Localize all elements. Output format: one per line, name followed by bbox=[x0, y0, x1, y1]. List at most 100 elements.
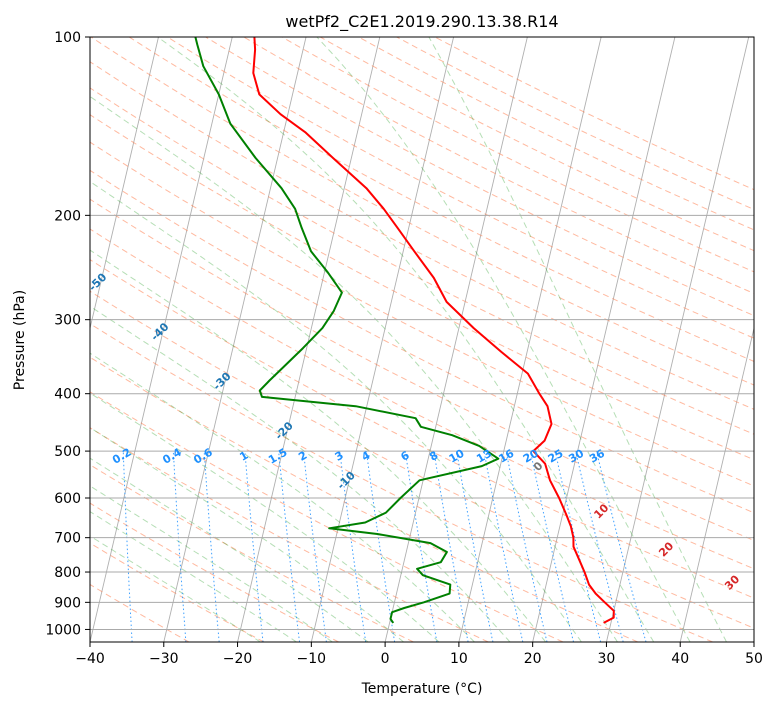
dry-adiabat-line bbox=[90, 37, 754, 386]
x-tick-label: −20 bbox=[223, 651, 253, 667]
y-tick-label: 800 bbox=[54, 565, 81, 581]
background-lines bbox=[0, 37, 754, 642]
dry-adiabat-line bbox=[90, 391, 564, 642]
isotherm-line bbox=[163, 37, 307, 642]
dry-adiabat-line bbox=[90, 356, 639, 642]
y-tick-label: 700 bbox=[54, 531, 81, 547]
isotherm-label: -20 bbox=[273, 419, 296, 442]
mixing-ratio-label: 30 bbox=[566, 447, 586, 466]
isotherm-line bbox=[310, 37, 455, 642]
mixing-ratio-line bbox=[529, 450, 574, 642]
dry-adiabat-line bbox=[434, 37, 754, 191]
x-tick-label: −30 bbox=[149, 651, 179, 667]
mixing-ratio-line bbox=[505, 451, 548, 642]
moist-adiabat-line bbox=[316, 37, 691, 642]
plot-frame bbox=[89, 36, 755, 643]
x-tick-label: 20 bbox=[524, 651, 542, 667]
isotherm-line bbox=[532, 37, 676, 642]
isotherm-line bbox=[237, 37, 381, 642]
mixing-ratio-line bbox=[244, 451, 264, 642]
mixing-ratio-label: 10 bbox=[447, 447, 467, 466]
pressure-gridlines bbox=[90, 37, 754, 630]
mixing-ratio-line bbox=[483, 451, 524, 642]
x-axis-ticks: −40 −30 −20 −10 0 10 20 30 40 50 bbox=[75, 642, 763, 667]
dry-adiabat-line bbox=[90, 290, 754, 629]
isotherm-line bbox=[90, 37, 159, 331]
dry-adiabat-line bbox=[90, 323, 713, 642]
mixing-ratio-line bbox=[203, 451, 220, 642]
dewpoint-line bbox=[194, 37, 500, 624]
temperature-line bbox=[252, 37, 615, 624]
dry-adiabat-line bbox=[90, 87, 754, 435]
mixing-ratio-line bbox=[575, 450, 624, 642]
mixing-ratio-label: 1.5 bbox=[266, 446, 289, 467]
dry-adiabat-line bbox=[281, 37, 754, 273]
y-tick-label: 1000 bbox=[45, 622, 81, 638]
isotherm-line bbox=[606, 37, 750, 642]
mixing-ratio-label: 16 bbox=[496, 447, 516, 466]
isotherm-label: -30 bbox=[210, 370, 233, 393]
moist-adiabat-line bbox=[90, 180, 582, 642]
moist-adiabat-line bbox=[90, 485, 333, 642]
y-tick-label: 600 bbox=[54, 491, 81, 507]
mixing-ratio-line bbox=[554, 450, 602, 642]
moist-adiabat-line bbox=[90, 305, 511, 642]
dry-adiabat-line bbox=[90, 427, 489, 642]
isotherm-label: -40 bbox=[148, 320, 171, 343]
y-tick-label: 900 bbox=[54, 595, 81, 611]
mixing-ratio-line bbox=[365, 451, 396, 642]
moist-adiabat-line bbox=[90, 95, 618, 642]
isotherm-line bbox=[90, 37, 233, 642]
moist-adiabat-line bbox=[90, 426, 404, 642]
moist-adiabat-line bbox=[90, 535, 261, 642]
x-tick-label: 50 bbox=[745, 651, 763, 667]
mixing-ratio-line bbox=[596, 450, 647, 642]
mixing-ratio-label: 0.4 bbox=[160, 445, 184, 466]
dry-adiabat-label: 30 bbox=[722, 572, 742, 592]
y-axis-label: Pressure (hPa) bbox=[12, 290, 28, 390]
mixing-ratio-label: 0.2 bbox=[110, 446, 133, 467]
y-tick-label: 100 bbox=[54, 30, 81, 46]
mixing-ratio-line bbox=[303, 451, 327, 642]
isotherm-line bbox=[753, 640, 754, 642]
dry-adiabat-line bbox=[90, 61, 754, 410]
mixing-ratio-line bbox=[456, 451, 494, 642]
y-axis-ticks: 100 200 300 400 500 600 700 800 900 1000 bbox=[45, 30, 90, 638]
dry-adiabat-label: 20 bbox=[656, 539, 676, 559]
moist-adiabat-line bbox=[90, 392, 440, 642]
dry-adiabat-line bbox=[90, 259, 754, 599]
mixing-ratio-line bbox=[339, 451, 367, 642]
isotherm-line bbox=[0, 37, 11, 642]
moist-adiabat-line bbox=[90, 457, 369, 642]
moist-adiabat-line bbox=[90, 511, 297, 642]
x-tick-label: 30 bbox=[598, 651, 616, 667]
x-tick-label: 0 bbox=[381, 651, 390, 667]
y-tick-label: 500 bbox=[54, 444, 81, 460]
x-tick-label: −10 bbox=[297, 651, 327, 667]
mixing-ratio-label: 36 bbox=[587, 447, 607, 466]
y-tick-label: 200 bbox=[54, 208, 81, 224]
dry-adiabat-line bbox=[90, 464, 414, 642]
x-tick-label: 40 bbox=[671, 651, 689, 667]
dry-adiabat-line bbox=[90, 114, 754, 461]
isotherm-line bbox=[679, 326, 754, 642]
moist-adiabat-line bbox=[90, 249, 547, 642]
x-tick-label: −40 bbox=[75, 651, 105, 667]
dry-adiabat-label: 10 bbox=[591, 501, 611, 521]
moist-adiabat-line bbox=[157, 37, 655, 642]
x-axis-label: Temperature (°C) bbox=[361, 681, 483, 697]
y-tick-label: 400 bbox=[54, 387, 81, 403]
chart-title: wetPf2_C2E1.2019.290.13.38.R14 bbox=[285, 12, 558, 32]
mixing-ratio-line bbox=[172, 451, 187, 642]
isotherm-label: -60 bbox=[24, 221, 47, 244]
x-tick-label: 10 bbox=[450, 651, 468, 667]
mixing-ratio-line bbox=[433, 451, 469, 642]
dry-adiabat-line bbox=[128, 37, 754, 362]
dry-adiabat-line bbox=[396, 37, 754, 211]
profile-lines bbox=[194, 37, 615, 624]
isotherm-line bbox=[458, 37, 602, 642]
isotherm-line bbox=[384, 37, 528, 642]
mixing-ratio-line bbox=[278, 451, 301, 642]
y-tick-label: 300 bbox=[54, 313, 81, 329]
